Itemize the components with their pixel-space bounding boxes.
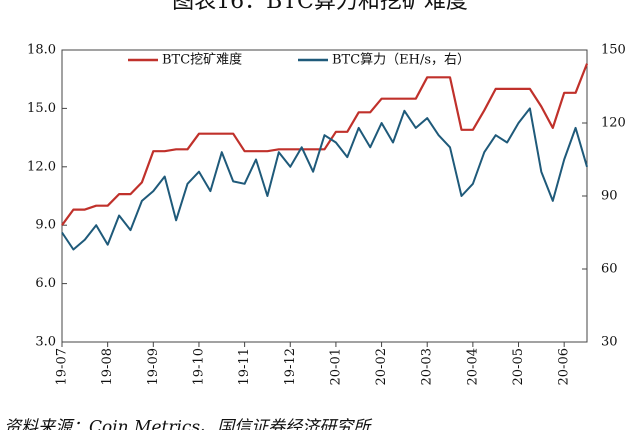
y-tick-label: 6.0	[35, 276, 56, 291]
y-tick-label: 15.0	[27, 101, 56, 116]
y-tick-label: 12.0	[27, 159, 56, 174]
source-note: 资料来源：Coin Metrics、国信证券经济研究所	[4, 418, 373, 430]
y2-tick-label: 30	[601, 335, 618, 350]
x-tick-label: 19-11	[237, 348, 252, 385]
y2-tick-label: 60	[601, 262, 618, 277]
legend-label: BTC算力（EH/s，右）	[332, 53, 470, 68]
x-tick-label: 20-06	[557, 348, 572, 385]
y-tick-label: 3.0	[35, 335, 56, 350]
x-tick-label: 20-03	[420, 348, 435, 385]
x-tick-label: 20-04	[465, 348, 480, 385]
legend-label: BTC挖矿难度	[162, 52, 242, 68]
y-tick-label: 9.0	[35, 218, 56, 233]
data-line	[61, 107, 588, 251]
data-line	[61, 63, 589, 226]
y2-tick-label: 150	[601, 43, 626, 58]
x-tick-label: 20-01	[328, 348, 343, 385]
x-tick-label: 19-07	[55, 348, 70, 385]
x-tick-label: 19-09	[146, 348, 161, 385]
x-tick-label: 19-08	[100, 348, 115, 385]
y2-tick-label: 90	[601, 189, 618, 204]
x-tick-label: 20-05	[511, 348, 526, 385]
plot-frame	[61, 49, 588, 343]
x-tick-label: 19-12	[283, 348, 298, 385]
y-tick-label: 18.0	[27, 43, 56, 58]
x-tick-label: 19-10	[191, 348, 206, 385]
chart-title: 图表16：BTC算力和挖矿难度	[172, 0, 468, 14]
x-tick-label: 20-02	[374, 348, 389, 385]
y2-tick-label: 120	[601, 116, 626, 131]
